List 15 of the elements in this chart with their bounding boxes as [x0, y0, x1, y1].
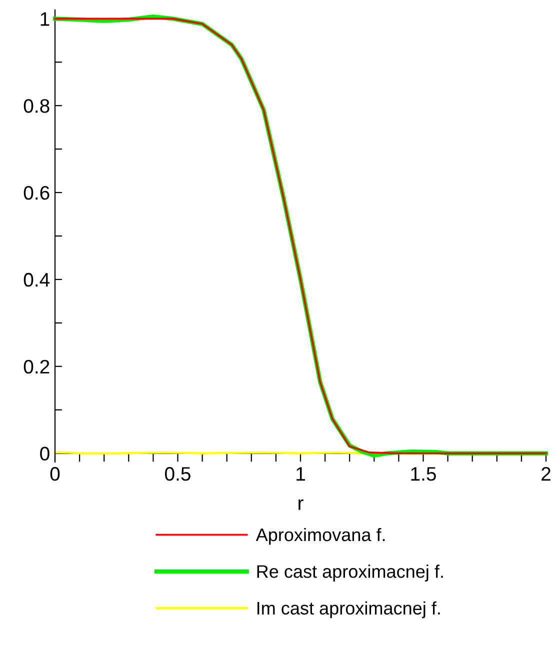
x-tick-label: 2: [542, 467, 550, 481]
x-tick-label: 1.5: [411, 467, 436, 481]
legend-label: Re cast aproximacnej f.: [257, 564, 443, 582]
y-tick-label: 0.6: [24, 186, 50, 200]
x-tick-label: 0: [50, 467, 60, 481]
x-tick-label: 1: [296, 467, 305, 481]
y-tick-label: 0.4: [24, 272, 50, 287]
legend-label: Im cast aproximacnej f.: [257, 601, 440, 618]
x-axis-title: r: [298, 499, 304, 510]
y-tick-label: 1: [40, 12, 50, 26]
x-tick-label: 0.5: [164, 467, 190, 481]
legend-label: Aproximovana f.: [256, 528, 385, 545]
y-tick-label: 0: [40, 446, 50, 461]
y-tick-label: 0.2: [24, 360, 50, 374]
y-tick-label: 0.8: [24, 99, 50, 113]
